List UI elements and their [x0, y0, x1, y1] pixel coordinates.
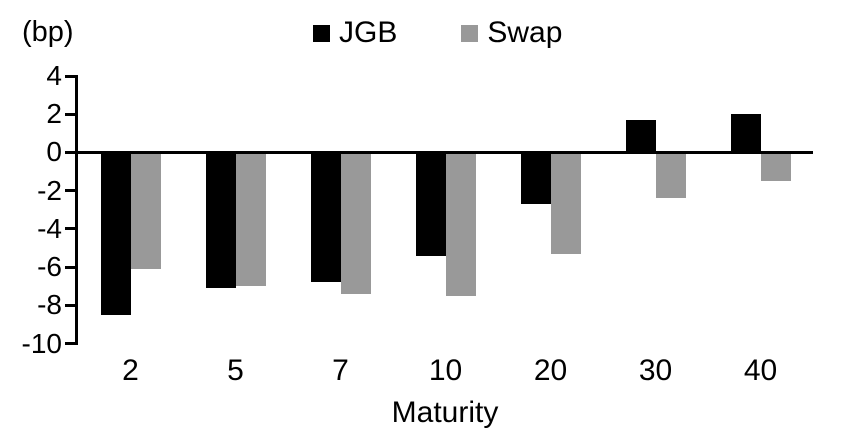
bar-jgb-20: [520, 152, 551, 204]
bar-jgb-5: [205, 152, 236, 289]
bar-jgb-2: [100, 152, 131, 315]
x-tick-label: 2: [122, 354, 139, 387]
x-tick-label: 10: [428, 354, 463, 387]
y-axis-line: [75, 76, 78, 344]
legend-item-jgb: JGB: [313, 18, 397, 48]
y-tick-label: 0: [46, 136, 62, 168]
bar-jgb-10: [415, 152, 446, 256]
x-axis-title: Maturity: [391, 396, 499, 429]
chart-legend: JGB Swap: [313, 18, 562, 48]
y-tick-label: 4: [46, 60, 62, 91]
x-tick-label: 20: [533, 354, 568, 387]
y-tick-label: -6: [37, 251, 62, 283]
y-axis-tick: [65, 74, 78, 78]
x-tick-label: 40: [743, 354, 778, 387]
y-tick-label: -2: [37, 174, 62, 206]
x-tick-label: 5: [227, 354, 244, 387]
y-axis-tick: [65, 303, 78, 307]
bar-jgb-7: [310, 152, 341, 283]
y-axis-unit-label: (bp): [22, 16, 74, 48]
legend-item-swap: Swap: [461, 18, 562, 48]
x-tick-label: 7: [332, 354, 349, 387]
bar-swap-40: [760, 152, 791, 182]
bar-swap-7: [340, 152, 371, 294]
bar-jgb-40: [730, 114, 761, 153]
y-axis-tick: [65, 342, 78, 345]
y-tick-label: -10: [21, 327, 62, 359]
y-tick-label: -4: [37, 212, 62, 244]
y-tick-label: 2: [46, 98, 62, 130]
bar-swap-2: [130, 152, 161, 269]
y-tick-label: -8: [37, 289, 62, 321]
zero-baseline: [78, 150, 813, 154]
y-axis-tick: [65, 265, 78, 269]
legend-label-swap: Swap: [487, 16, 563, 49]
y-axis-tick: [65, 112, 78, 116]
swap-legend-swatch-icon: [461, 24, 479, 42]
bar-swap-5: [235, 152, 266, 287]
bar-jgb-30: [625, 119, 656, 153]
y-axis-tick: [65, 150, 78, 154]
bar-swap-10: [445, 152, 476, 296]
y-axis-tick: [65, 189, 78, 193]
legend-label-jgb: JGB: [339, 16, 398, 49]
bar-swap-30: [655, 152, 686, 199]
x-tick-label: 30: [638, 354, 673, 387]
jgb-legend-swatch-icon: [313, 24, 330, 42]
bar-swap-20: [550, 152, 581, 254]
y-axis-tick: [65, 227, 78, 231]
